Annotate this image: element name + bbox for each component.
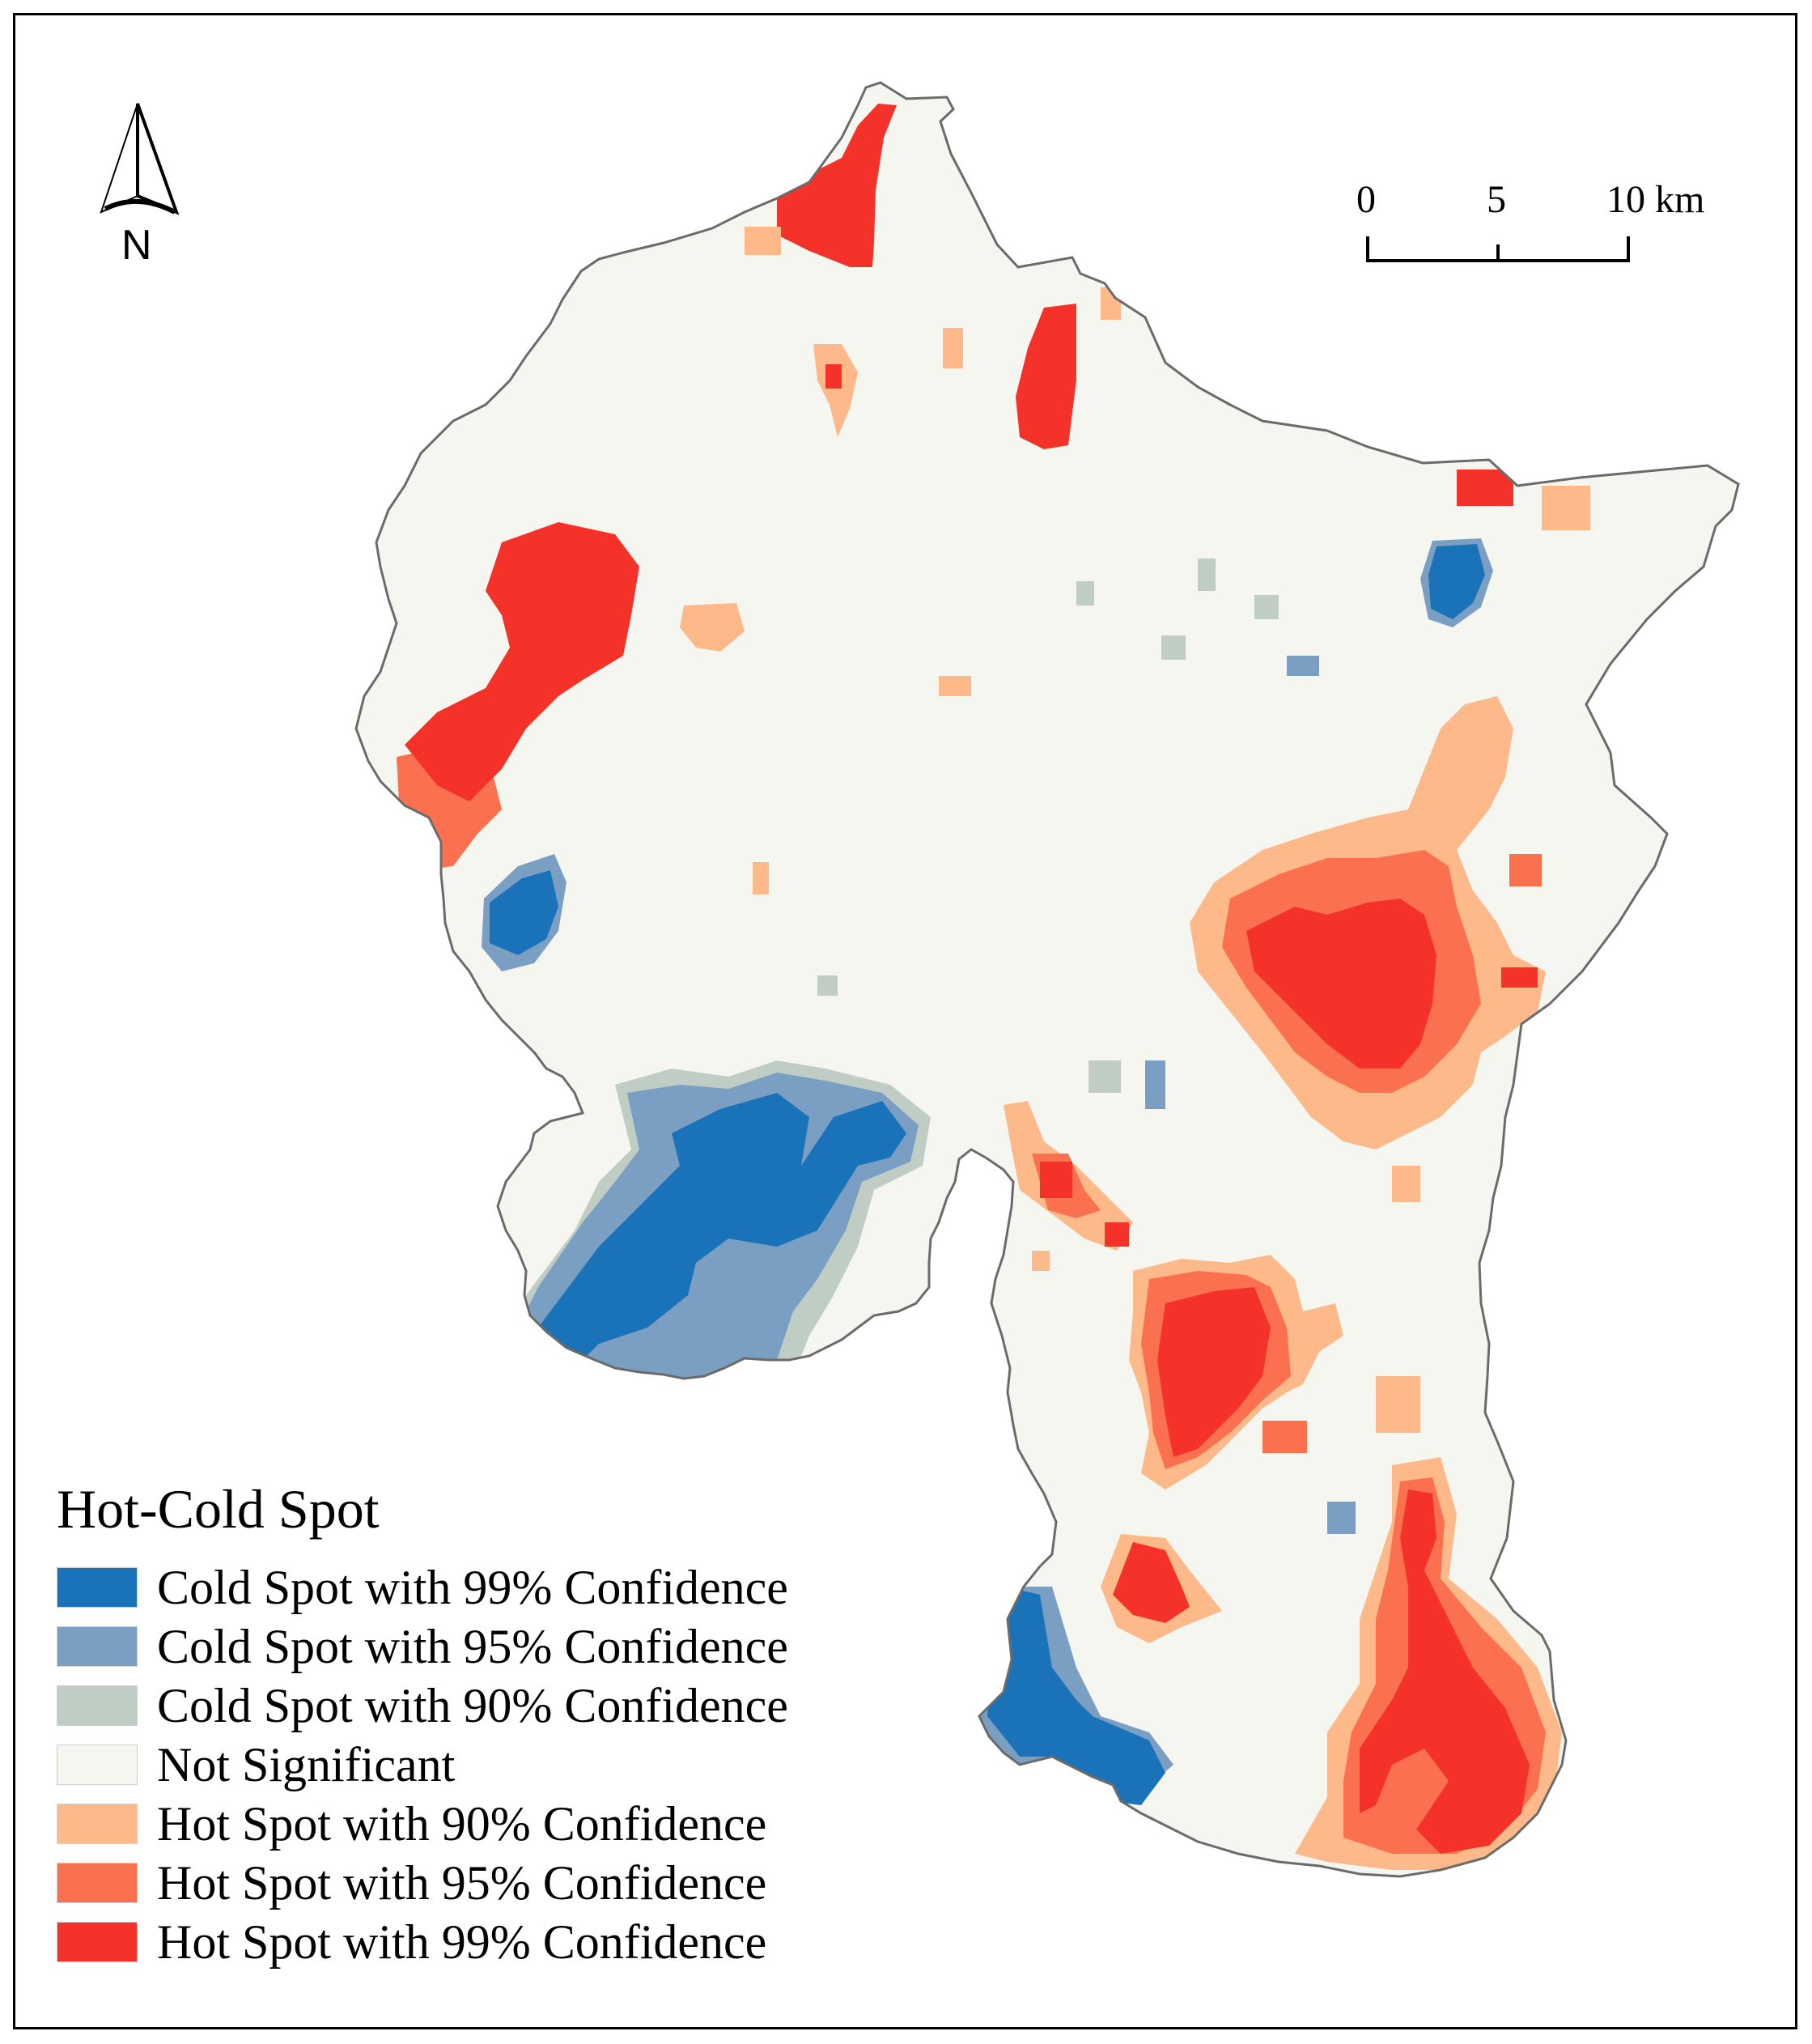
cold-spot-90-cell bbox=[817, 975, 838, 996]
hot-spot-90-cell bbox=[745, 227, 781, 255]
legend-swatch bbox=[57, 1625, 138, 1667]
hot-spot-90-cell bbox=[1542, 486, 1590, 530]
hot-spot-99-cluster-s bbox=[1157, 1287, 1271, 1457]
hot-spot-99-cluster-se2 bbox=[1360, 1489, 1530, 1854]
hot-spot-95-cell bbox=[1509, 854, 1542, 886]
legend-item-hot-95: Hot Spot with 95% Confidence bbox=[57, 1853, 788, 1912]
legend-label: Cold Spot with 95% Confidence bbox=[157, 1619, 788, 1673]
hot-spot-90-cell bbox=[753, 862, 769, 895]
cold-spot-90-cell bbox=[1254, 595, 1279, 619]
legend-swatch bbox=[57, 1862, 138, 1903]
legend-swatch bbox=[57, 1685, 138, 1726]
legend-item-hot-90: Hot Spot with 90% Confidence bbox=[57, 1794, 788, 1853]
study-area-boundary bbox=[354, 81, 1740, 1878]
hot-spot-95-cell bbox=[1262, 1421, 1307, 1453]
legend-item-not-significant: Not Significant bbox=[57, 1735, 788, 1794]
cold-spot-99-cluster-w bbox=[490, 870, 558, 955]
hot-spot-90-cell bbox=[1032, 1251, 1050, 1271]
scale-bar: 0 5 10 km bbox=[1356, 178, 1704, 262]
legend-label: Hot Spot with 90% Confidence bbox=[157, 1796, 767, 1851]
hot-spot-99-cell bbox=[1457, 470, 1513, 506]
scale-tick-10km: 10 km bbox=[1606, 178, 1704, 221]
hot-spot-99-cell bbox=[1040, 1162, 1072, 1198]
hot-spot-99-cluster-nw bbox=[405, 522, 639, 801]
cold-spot-90-cell bbox=[1161, 635, 1186, 660]
hot-spot-99-cell bbox=[1105, 1222, 1129, 1247]
legend-item-cold-99: Cold Spot with 99% Confidence bbox=[57, 1557, 788, 1617]
legend-item-hot-99: Hot Spot with 99% Confidence bbox=[57, 1912, 788, 1971]
hot-spot-99-cell bbox=[825, 364, 842, 389]
cold-spot-90-cell bbox=[967, 1283, 983, 1307]
legend-item-cold-90: Cold Spot with 90% Confidence bbox=[57, 1676, 788, 1735]
hot-spot-99-cluster-nc bbox=[1016, 304, 1076, 449]
hot-spot-99-cluster-se1 bbox=[1113, 1542, 1190, 1623]
hot-spot-99-cell bbox=[1501, 967, 1538, 988]
hot-spot-95-cell bbox=[890, 1368, 914, 1388]
cold-spot-90-cell bbox=[1076, 581, 1094, 606]
legend-label: Cold Spot with 99% Confidence bbox=[157, 1560, 788, 1614]
cold-spot-99-cluster-ne bbox=[1428, 544, 1485, 619]
cold-spot-90-cell bbox=[1088, 1060, 1121, 1093]
legend-label: Not Significant bbox=[157, 1737, 456, 1791]
legend-label: Hot Spot with 95% Confidence bbox=[157, 1855, 767, 1910]
hot-spot-90-cell bbox=[939, 676, 971, 696]
legend-swatch bbox=[57, 1744, 138, 1785]
north-label: N bbox=[121, 222, 152, 269]
hot-spot-90-cell bbox=[1392, 1166, 1420, 1202]
hot-spot-90-cell bbox=[943, 328, 963, 368]
legend-title: Hot-Cold Spot bbox=[57, 1478, 380, 1540]
hot-spot-99-cluster-n bbox=[777, 104, 897, 267]
cluster-layer bbox=[397, 104, 1590, 1870]
cold-spot-99-cluster-se bbox=[987, 1587, 1165, 1805]
scale-tick-0: 0 bbox=[1356, 178, 1376, 221]
hot-spot-90-cell bbox=[1376, 1376, 1420, 1433]
hot-spot-90-cluster bbox=[680, 603, 745, 652]
legend-swatch bbox=[57, 1921, 138, 1962]
cold-spot-95-cell bbox=[1327, 1502, 1356, 1534]
legend-item-cold-95: Cold Spot with 95% Confidence bbox=[57, 1617, 788, 1676]
legend-swatch bbox=[57, 1566, 138, 1608]
legend-label: Cold Spot with 90% Confidence bbox=[157, 1678, 788, 1732]
hot-spot-90-cluster-n2 bbox=[813, 344, 858, 437]
north-arrow-icon: N bbox=[100, 103, 180, 269]
cold-spot-95-cell bbox=[1145, 1060, 1165, 1109]
legend: Hot-Cold Spot Cold Spot with 99% Confide… bbox=[57, 1481, 788, 1971]
scale-tick-5: 5 bbox=[1487, 178, 1506, 221]
legend-swatch bbox=[57, 1803, 138, 1844]
hot-spot-99-cluster-e bbox=[1246, 899, 1436, 1069]
cold-spot-90-cell bbox=[1198, 559, 1216, 591]
cold-spot-95-cell bbox=[1287, 656, 1319, 676]
legend-label: Hot Spot with 99% Confidence bbox=[157, 1914, 767, 1969]
